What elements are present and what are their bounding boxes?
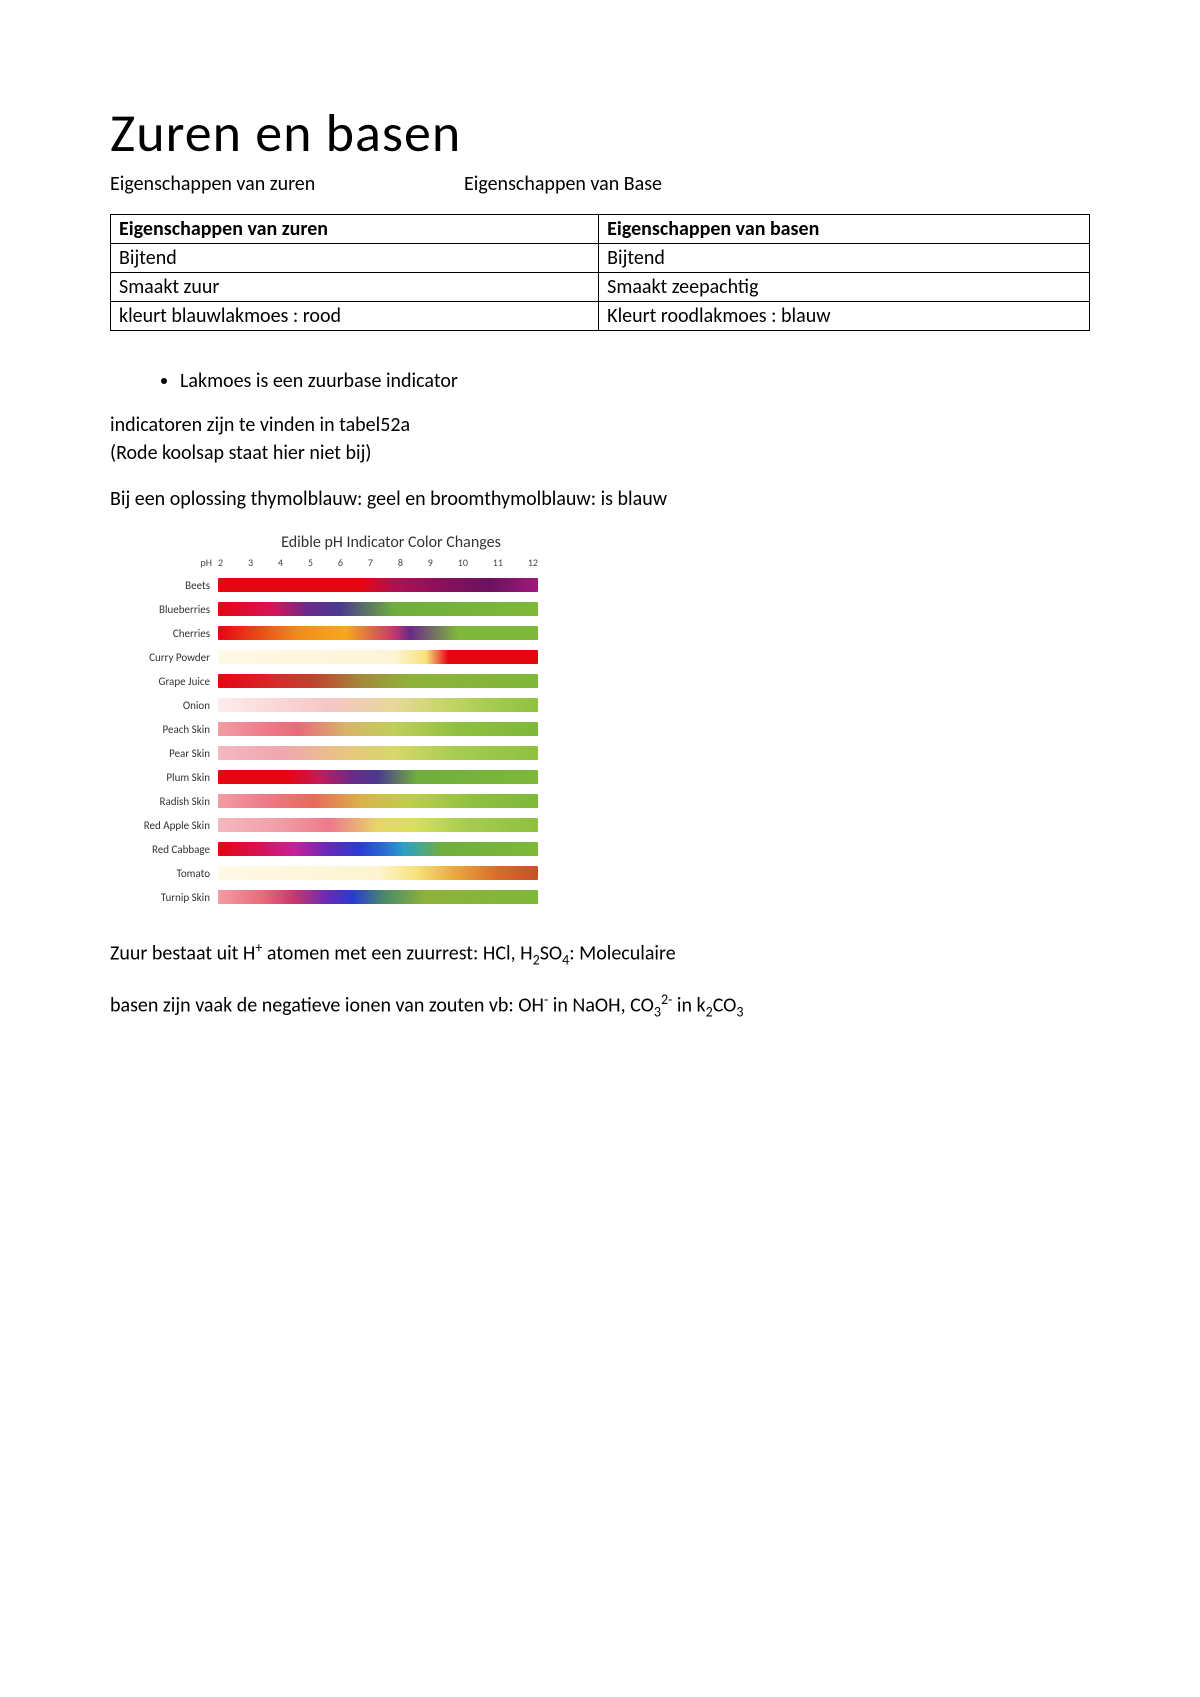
chart-row-label: Red Cabbage (116, 843, 218, 856)
axis-tick: 11 (493, 556, 503, 569)
chart-bar (218, 578, 538, 592)
chart-row: Plum Skin (116, 765, 556, 789)
axis-tick: 10 (458, 556, 468, 569)
chart-bar (218, 866, 538, 880)
chart-row-label: Radish Skin (116, 795, 218, 808)
table-header-left: Eigenschappen van zuren (111, 215, 599, 244)
chart-bar (218, 602, 538, 616)
chart-row: Red Apple Skin (116, 813, 556, 837)
axis-tick: 2 (218, 556, 223, 569)
chart-row: Blueberries (116, 597, 556, 621)
chart-row-label: Pear Skin (116, 747, 218, 760)
chart-row: Grape Juice (116, 669, 556, 693)
axis-tick: 9 (428, 556, 433, 569)
table-cell: kleurt blauwlakmoes : rood (111, 302, 599, 331)
chart-bar (218, 698, 538, 712)
axis-tick: 5 (308, 556, 313, 569)
chart-row-label: Beets (116, 579, 218, 592)
chart-row: Red Cabbage (116, 837, 556, 861)
chart-bar (218, 794, 538, 808)
chart-row: Curry Powder (116, 645, 556, 669)
ph-indicator-chart: Edible pH Indicator Color Changes pH 2 3 4… (116, 533, 556, 909)
subhead-right: Eigenschappen van Base (464, 172, 662, 196)
chart-row-label: Grape Juice (116, 675, 218, 688)
subheadings: Eigenschappen van zuren Eigenschappen va… (110, 172, 1090, 196)
chart-row: Peach Skin (116, 717, 556, 741)
chart-axis: pH 2 3 4 5 6 7 8 9 10 11 12 (116, 556, 556, 569)
chart-row-label: Plum Skin (116, 771, 218, 784)
chart-row-label: Blueberries (116, 603, 218, 616)
chart-title: Edible pH Indicator Color Changes (226, 533, 556, 552)
axis-tick: 3 (248, 556, 253, 569)
page-title: Zuren en basen (110, 100, 1090, 166)
paragraph: (Rode koolsap staat hier niet bij) (110, 441, 1090, 465)
table-cell: Bijtend (599, 244, 1090, 273)
chart-row-label: Curry Powder (116, 651, 218, 664)
chart-row-label: Onion (116, 699, 218, 712)
chart-row-label: Tomato (116, 867, 218, 880)
chart-row: Radish Skin (116, 789, 556, 813)
table-cell: Smaakt zuur (111, 273, 599, 302)
chart-row: Tomato (116, 861, 556, 885)
chart-row: Beets (116, 573, 556, 597)
chart-bar (218, 650, 538, 664)
bullet-item: Lakmoes is een zuurbase indicator (180, 369, 1090, 393)
axis-label: pH (116, 556, 218, 569)
chart-bar (218, 770, 538, 784)
chart-row: Turnip Skin (116, 885, 556, 909)
paragraph: Bij een oplossing thymolblauw: geel en b… (110, 487, 1090, 511)
chart-row: Pear Skin (116, 741, 556, 765)
table-header-right: Eigenschappen van basen (599, 215, 1090, 244)
chart-bar (218, 746, 538, 760)
axis-tick: 12 (528, 556, 538, 569)
chart-bar (218, 674, 538, 688)
table-cell: Bijtend (111, 244, 599, 273)
properties-table: Eigenschappen van zuren Eigenschappen va… (110, 214, 1090, 331)
table-cell: Kleurt roodlakmoes : blauw (599, 302, 1090, 331)
chart-row: Cherries (116, 621, 556, 645)
bullet-list: Lakmoes is een zuurbase indicator (180, 369, 1090, 393)
axis-tick: 6 (338, 556, 343, 569)
axis-tick: 8 (398, 556, 403, 569)
chart-bar (218, 890, 538, 904)
chart-row-label: Turnip Skin (116, 891, 218, 904)
chart-bar (218, 722, 538, 736)
table-cell: Smaakt zeepachtig (599, 273, 1090, 302)
axis-tick: 7 (368, 556, 373, 569)
chart-bar (218, 818, 538, 832)
chart-row-label: Cherries (116, 627, 218, 640)
axis-tick: 4 (278, 556, 283, 569)
chart-bar (218, 626, 538, 640)
paragraph: basen zijn vaak de negatieve ionen van z… (110, 991, 1090, 1021)
subhead-left: Eigenschappen van zuren (110, 172, 464, 196)
chart-row-label: Red Apple Skin (116, 819, 218, 832)
paragraph: indicatoren zijn te vinden in tabel52a (110, 413, 1090, 437)
chart-bar (218, 842, 538, 856)
chart-row: Onion (116, 693, 556, 717)
paragraph: Zuur bestaat uit H+ atomen met een zuurr… (110, 939, 1090, 969)
chart-row-label: Peach Skin (116, 723, 218, 736)
